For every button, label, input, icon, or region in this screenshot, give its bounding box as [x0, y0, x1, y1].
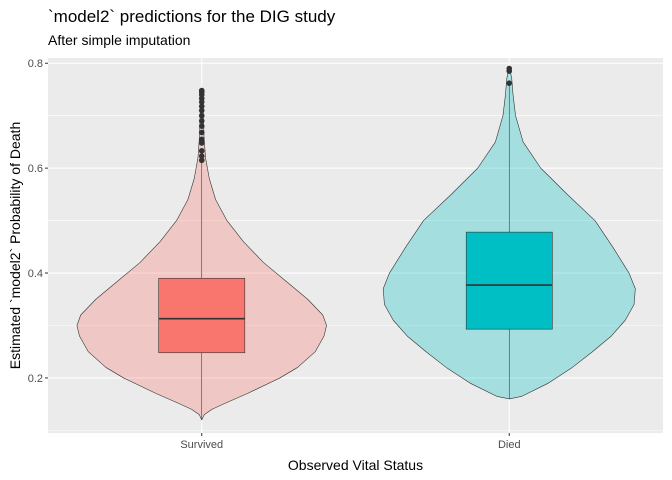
outlier-point [198, 103, 205, 110]
y-axis: 0.2 0.4 0.6 0.8 [28, 58, 48, 385]
y-tick-label: 0.6 [28, 163, 43, 175]
outlier-point [506, 65, 513, 72]
y-tick-label: 0.4 [28, 268, 43, 280]
y-tick-label: 0.8 [28, 58, 43, 70]
minor-gridlines [48, 115, 663, 431]
y-axis-title: Estimated `model2` Probability of Death [7, 122, 23, 369]
outlier-point [198, 129, 205, 136]
chart-subtitle: After simple imputation [48, 32, 191, 48]
outlier-point [198, 123, 205, 129]
chart-title: `model2` predictions for the DIG study [48, 7, 336, 26]
outlier-point [198, 153, 205, 159]
x-tick-label: Survived [180, 439, 223, 451]
outlier-point [198, 107, 205, 114]
x-axis-title: Observed Vital Status [288, 457, 423, 473]
outlier-point [198, 118, 205, 124]
outlier-point [198, 157, 205, 164]
box-survived [158, 277, 246, 354]
y-tick-label: 0.2 [28, 373, 43, 385]
outlier-point [198, 148, 205, 154]
plot-panel [48, 58, 663, 433]
outlier-point [198, 136, 205, 143]
outlier-point [198, 87, 205, 94]
outlier-point [198, 112, 205, 119]
box-died [465, 231, 553, 330]
boxplots [158, 65, 553, 420]
outlier-point [506, 80, 513, 86]
x-tick-label: Died [498, 439, 521, 451]
x-axis: Survived Died [180, 433, 521, 451]
